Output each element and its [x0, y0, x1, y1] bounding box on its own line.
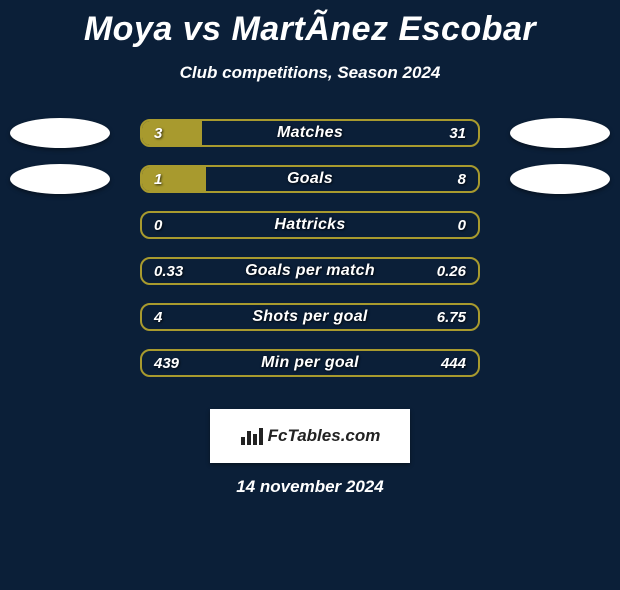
stat-row: 0Hattricks0 [0, 207, 620, 253]
page-title: Moya vs MartÃ­nez Escobar [0, 10, 620, 49]
stat-bar: 0.33Goals per match0.26 [140, 257, 480, 285]
logo: FcTables.com [240, 426, 381, 446]
player-ellipse-left [10, 118, 110, 148]
stat-row: 1Goals8 [0, 161, 620, 207]
stat-label: Goals [142, 167, 478, 191]
stat-right-value: 8 [446, 167, 478, 191]
stat-row: 0.33Goals per match0.26 [0, 253, 620, 299]
player-ellipse-right [510, 118, 610, 148]
stat-bar: 0Hattricks0 [140, 211, 480, 239]
subtitle: Club competitions, Season 2024 [0, 63, 620, 83]
stat-label: Matches [142, 121, 478, 145]
stat-right-value: 0.26 [425, 259, 478, 283]
stat-row: 4Shots per goal6.75 [0, 299, 620, 345]
logo-box: FcTables.com [210, 409, 410, 463]
date-text: 14 november 2024 [0, 477, 620, 497]
bars-icon [240, 427, 264, 445]
stat-rows: 3Matches31 1Goals8 0Hattricks0 0.33Goals pe… [0, 115, 620, 391]
stat-right-value: 31 [437, 121, 478, 145]
stat-bar: 439Min per goal444 [140, 349, 480, 377]
stat-bar: 1Goals8 [140, 165, 480, 193]
stat-right-value: 444 [429, 351, 478, 375]
stat-row: 3Matches31 [0, 115, 620, 161]
stat-label: Hattricks [142, 213, 478, 237]
logo-text: FcTables.com [268, 426, 381, 446]
stat-row: 439Min per goal444 [0, 345, 620, 391]
stat-bar: 4Shots per goal6.75 [140, 303, 480, 331]
stat-right-value: 6.75 [425, 305, 478, 329]
stat-right-value: 0 [446, 213, 478, 237]
stat-label: Min per goal [142, 351, 478, 375]
player-ellipse-left [10, 164, 110, 194]
player-ellipse-right [510, 164, 610, 194]
stat-bar: 3Matches31 [140, 119, 480, 147]
